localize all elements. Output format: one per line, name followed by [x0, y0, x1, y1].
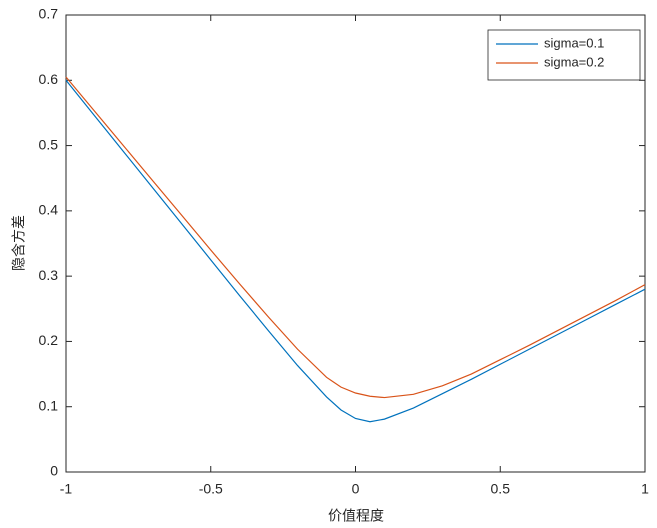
- line-series: [65, 79, 646, 423]
- plot-area: [65, 14, 646, 473]
- x-tick-label: -1: [60, 481, 73, 497]
- x-tick-label: 0: [352, 481, 360, 497]
- y-tick-label: 0.6: [39, 71, 59, 87]
- x-tick-label: 0.5: [491, 481, 511, 497]
- y-tick-label: 0.5: [39, 136, 59, 152]
- y-tick-label: 0.7: [39, 6, 59, 22]
- y-tick-label: 0: [50, 463, 58, 479]
- x-tick-label: -0.5: [199, 481, 223, 497]
- legend-box: [487, 29, 641, 81]
- legend-label: sigma=0.2: [544, 54, 604, 69]
- y-tick-label: 0.3: [39, 267, 59, 283]
- x-axis-label: 价值程度: [328, 508, 384, 524]
- y-axis-label: 隐含方差: [11, 215, 27, 271]
- line-series: [65, 76, 646, 399]
- x-tick-label: 1: [641, 481, 649, 497]
- y-tick-label: 0.2: [39, 332, 59, 348]
- legend: sigma=0.1 sigma=0.2: [487, 29, 641, 81]
- legend-label: sigma=0.1: [544, 35, 604, 50]
- y-tick-label: 0.1: [39, 397, 59, 413]
- y-tick-label: 0.4: [39, 202, 59, 218]
